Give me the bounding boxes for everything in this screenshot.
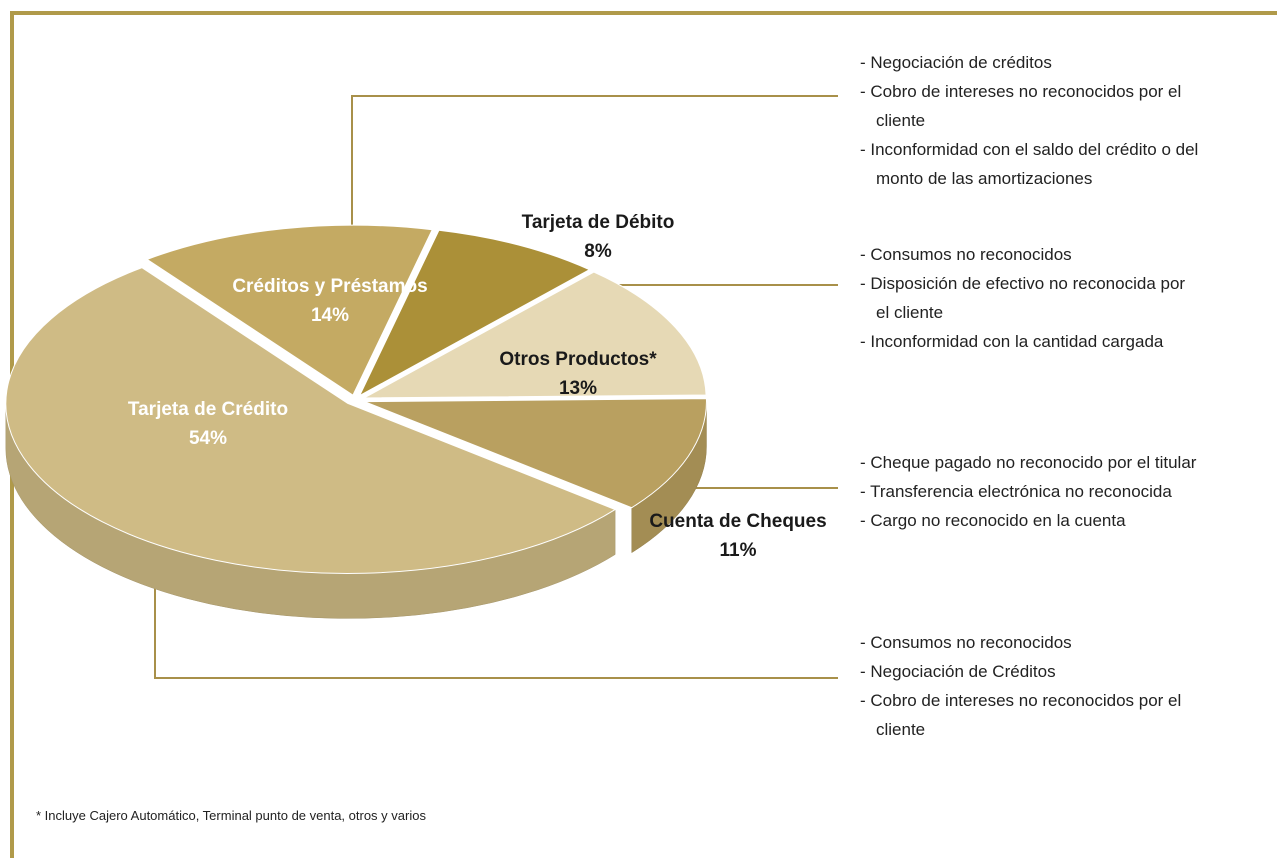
value-label: 8%	[584, 241, 612, 262]
annotation: - Consumos no reconocidos - Negociación d…	[860, 628, 1270, 744]
slice-label: Tarjeta de Crédito	[128, 399, 288, 420]
slice	[363, 271, 707, 399]
slice	[358, 229, 591, 397]
slice	[364, 398, 707, 509]
slice	[146, 224, 433, 396]
annotation-item: - Disposición de efectivo no reconocida …	[860, 274, 1186, 322]
leader-line	[154, 560, 838, 679]
annotation-item: - Consumos no reconocidos	[860, 245, 1072, 264]
value-label: 54%	[189, 428, 227, 449]
pie	[5, 224, 707, 619]
annotation: - Negociación de créditos - Cobro de inte…	[860, 48, 1270, 193]
value-label: 11%	[720, 540, 757, 561]
annotation-item: - Inconformidad con la cantidad cargada	[860, 332, 1164, 351]
slice	[5, 267, 617, 574]
slice-label: Otros Productos*	[499, 349, 657, 370]
annotation-item: - Negociación de créditos	[860, 53, 1052, 72]
annotation: - Consumos no reconocidos - Disposición d…	[860, 240, 1270, 356]
annotation-item: - Inconformidad con el saldo del crédito…	[860, 140, 1199, 188]
slice-label: Cuenta de Cheques	[649, 511, 826, 532]
annotation: - Cheque pagado no reconocido por el tit…	[860, 448, 1270, 535]
annotation-item: - Cargo no reconocido en la cuenta	[860, 511, 1126, 530]
annotation-item: - Cobro de intereses no reconocidos por …	[860, 691, 1182, 739]
leader-line	[351, 95, 838, 260]
slice-label: Créditos y Préstamos	[232, 276, 427, 297]
slice-label: Tarjeta de Débito	[522, 212, 675, 233]
annotation-item: - Cheque pagado no reconocido por el tit…	[860, 453, 1197, 472]
value-label: 14%	[311, 305, 349, 326]
annotation-item: - Transferencia electrónica no reconocid…	[860, 482, 1172, 501]
labels: Tarjeta de Crédito 54% Créditos y Préstamo…	[128, 212, 827, 561]
annotation-item: - Consumos no reconocidos	[860, 633, 1072, 652]
footnote: * Incluye Cajero Automático, Terminal pu…	[36, 808, 426, 823]
annotation-item: - Negociación de Créditos	[860, 662, 1056, 681]
value-label: 13%	[559, 378, 597, 399]
annotation-item: - Cobro de intereses no reconocidos por …	[860, 82, 1182, 130]
